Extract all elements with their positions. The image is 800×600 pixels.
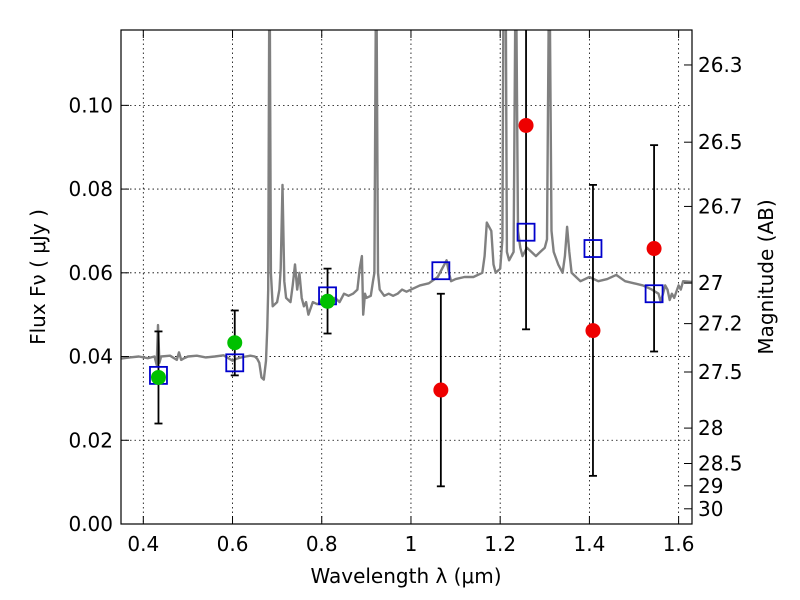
x-axis-label: Wavelength λ (μm) — [310, 564, 501, 588]
y2-tick-label: 27 — [698, 271, 723, 295]
y2-tick-label: 26.5 — [698, 130, 743, 154]
y2-tick-label: 29 — [698, 474, 723, 498]
y2-tick-label: 28.5 — [698, 451, 743, 475]
y2-tick-label: 26.3 — [698, 53, 743, 77]
model-photometry-square — [225, 353, 245, 373]
y-tick-label: 0.10 — [68, 93, 113, 117]
y-axis-label: Flux Fν ( μJy ) — [26, 209, 50, 345]
x-tick-label: 1 — [405, 532, 418, 556]
tick-marks — [121, 30, 692, 525]
y-tick-label: 0.06 — [68, 261, 113, 285]
red-data-point — [585, 323, 601, 339]
y2-tick-label: 27.5 — [698, 360, 743, 384]
y2-tick-label: 27.2 — [698, 312, 743, 336]
x-tick-label: 1.2 — [484, 532, 516, 556]
model-photometry-square — [583, 239, 603, 258]
plot-area — [121, 30, 692, 524]
x-tick-label: 0.6 — [217, 532, 249, 556]
y-tick-label: 0.00 — [68, 512, 113, 536]
x-tick-label: 1.4 — [573, 532, 605, 556]
red-data-point — [518, 117, 534, 133]
model-photometry-square — [431, 261, 451, 281]
y-tick-labels: 0.00 0.02 0.04 0.06 0.08 0.10 — [68, 93, 113, 536]
y2-tick-label: 30 — [698, 497, 723, 521]
x-tick-labels: 0.4 0.6 0.8 1 1.2 1.4 1.6 — [127, 532, 694, 556]
green-data-point — [150, 369, 166, 385]
plot-content — [121, 30, 692, 488]
green-data-point — [320, 293, 336, 309]
plot-frame — [120, 29, 693, 525]
model-photometry-square — [516, 222, 536, 242]
red-data-point — [646, 241, 662, 257]
model-spectrum-line — [121, 30, 692, 381]
green-data-point — [227, 335, 243, 351]
y2-tick-label: 26.7 — [698, 194, 743, 218]
y-tick-label: 0.04 — [68, 345, 113, 369]
y-tick-label: 0.08 — [68, 177, 113, 201]
x-tick-label: 0.8 — [306, 532, 338, 556]
x-tick-label: 0.4 — [127, 532, 159, 556]
model-photometry-square — [644, 284, 664, 304]
y2-tick-label: 28 — [698, 416, 723, 440]
x-tick-label: 1.6 — [663, 532, 695, 556]
y-tick-label: 0.02 — [68, 428, 113, 452]
red-data-point — [433, 382, 449, 398]
y2-axis-label: Magnitude (AB) — [754, 199, 778, 354]
